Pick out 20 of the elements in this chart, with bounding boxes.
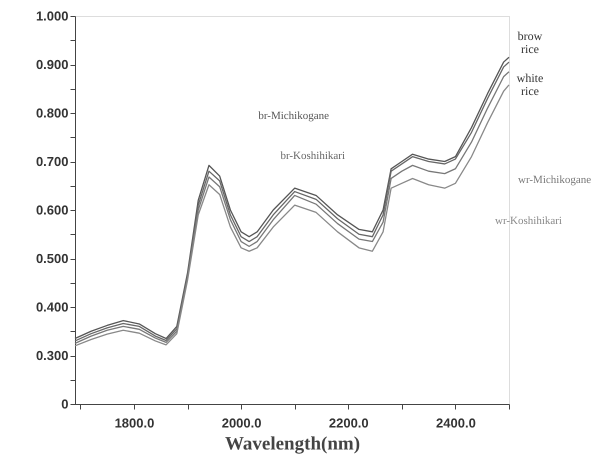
text: wr-Koshihikari (495, 215, 562, 227)
text: wr-Michikogane (518, 174, 592, 186)
x-axis-title: Wavelength(nm) (224, 434, 360, 454)
y-tick-label: 0.400 (36, 300, 68, 314)
y-tick-label: 1.000 (36, 8, 68, 24)
x-tick-label: 2400.0 (436, 416, 476, 430)
text: white rice (516, 71, 544, 98)
y-tick-label: 0.700 (36, 154, 68, 169)
y-tick-label: 0.500 (36, 251, 68, 266)
y-tick-label: 0.900 (36, 57, 68, 72)
x-tick-label: 1800.0 (114, 416, 154, 430)
y-tick-label: 0.300 (36, 348, 68, 363)
y-tick-label: 0.600 (36, 202, 68, 218)
x-tick-label: 2000.0 (222, 416, 262, 430)
text: br-Koshihikari (280, 150, 345, 162)
text: brow rice (518, 29, 543, 56)
text: br-Michikogane (258, 110, 330, 122)
x-tick-label: 2200.0 (328, 416, 369, 430)
y-tick-label: 0.800 (36, 106, 68, 120)
y-tick-label: 0 (61, 396, 68, 412)
